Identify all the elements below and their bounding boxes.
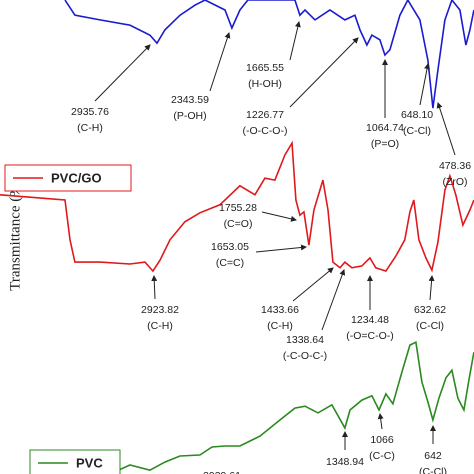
peak-label: 1338.64 — [286, 334, 324, 346]
peak-assignment: (C-Cl) — [403, 125, 431, 137]
peak-assignment: (C=C) — [216, 257, 244, 269]
legend-label: PVC/GO — [51, 170, 102, 185]
peak-label: 2935.76 — [71, 106, 109, 118]
annotation-arrow — [255, 244, 307, 253]
annotation-arrow — [321, 269, 346, 331]
peak-label: 648.10 — [401, 109, 433, 121]
spectrum-line — [64, 0, 474, 109]
peak-assignment: (H-OH) — [248, 78, 282, 90]
annotation-arrow — [94, 44, 151, 102]
y-axis-label: Transmittance (%) — [7, 179, 23, 291]
annotation-arrow — [209, 32, 231, 92]
peak-assignment: (C-H) — [267, 320, 293, 332]
peak-label: 1066 — [370, 434, 394, 446]
peak-label: 1064.74 — [366, 122, 404, 134]
legend-box — [29, 449, 121, 474]
peak-label: 2939.61 — [203, 470, 241, 474]
peak-label: 1433.66 — [261, 304, 299, 316]
annotation-arrow — [436, 102, 456, 156]
peak-assignment: (C-C) — [369, 450, 395, 462]
peak-assignment: (-C-O-C-) — [283, 350, 327, 362]
peak-assignment: (C-Cl) — [416, 320, 444, 332]
peak-label: 632.62 — [414, 304, 446, 316]
annotation-arrow — [377, 413, 384, 430]
peak-label: 1226.77 — [246, 109, 284, 121]
peak-assignment: (P=O) — [371, 138, 399, 150]
peak-label: 2923.82 — [141, 304, 179, 316]
annotation-arrow — [292, 267, 334, 302]
peak-assignment: (-O=C-O-) — [346, 330, 394, 342]
spectrum-line — [109, 341, 474, 474]
peak-assignment: (C=O) — [224, 218, 253, 230]
peak-label: 1755.28 — [219, 202, 257, 214]
peak-label: 1653.05 — [211, 241, 249, 253]
peak-assignment: (ZrO) — [442, 176, 467, 188]
peak-assignment: (C-H) — [77, 122, 103, 134]
peak-label: 642 — [424, 450, 442, 462]
spectrum-line — [0, 140, 474, 273]
annotation-arrow — [261, 211, 297, 222]
peak-assignment: (C-Cl) — [419, 466, 447, 474]
annotation-arrow — [151, 275, 158, 300]
peak-label: 478.36 — [439, 160, 471, 172]
annotation-arrow — [289, 37, 359, 108]
annotation-arrow — [289, 21, 301, 61]
peak-label: 2343.59 — [171, 94, 209, 106]
annotation-arrow — [428, 275, 435, 301]
peak-assignment: (C-H) — [147, 320, 173, 332]
peak-label: 1665.55 — [246, 62, 284, 74]
peak-assignment: (P-OH) — [173, 110, 206, 122]
peak-assignment: (-O-C-O-) — [243, 125, 288, 137]
annotation-arrow — [419, 63, 430, 106]
peak-label: 1348.94 — [326, 456, 364, 468]
legend-label: PVC — [76, 455, 103, 470]
peak-label: 1234.48 — [351, 314, 389, 326]
